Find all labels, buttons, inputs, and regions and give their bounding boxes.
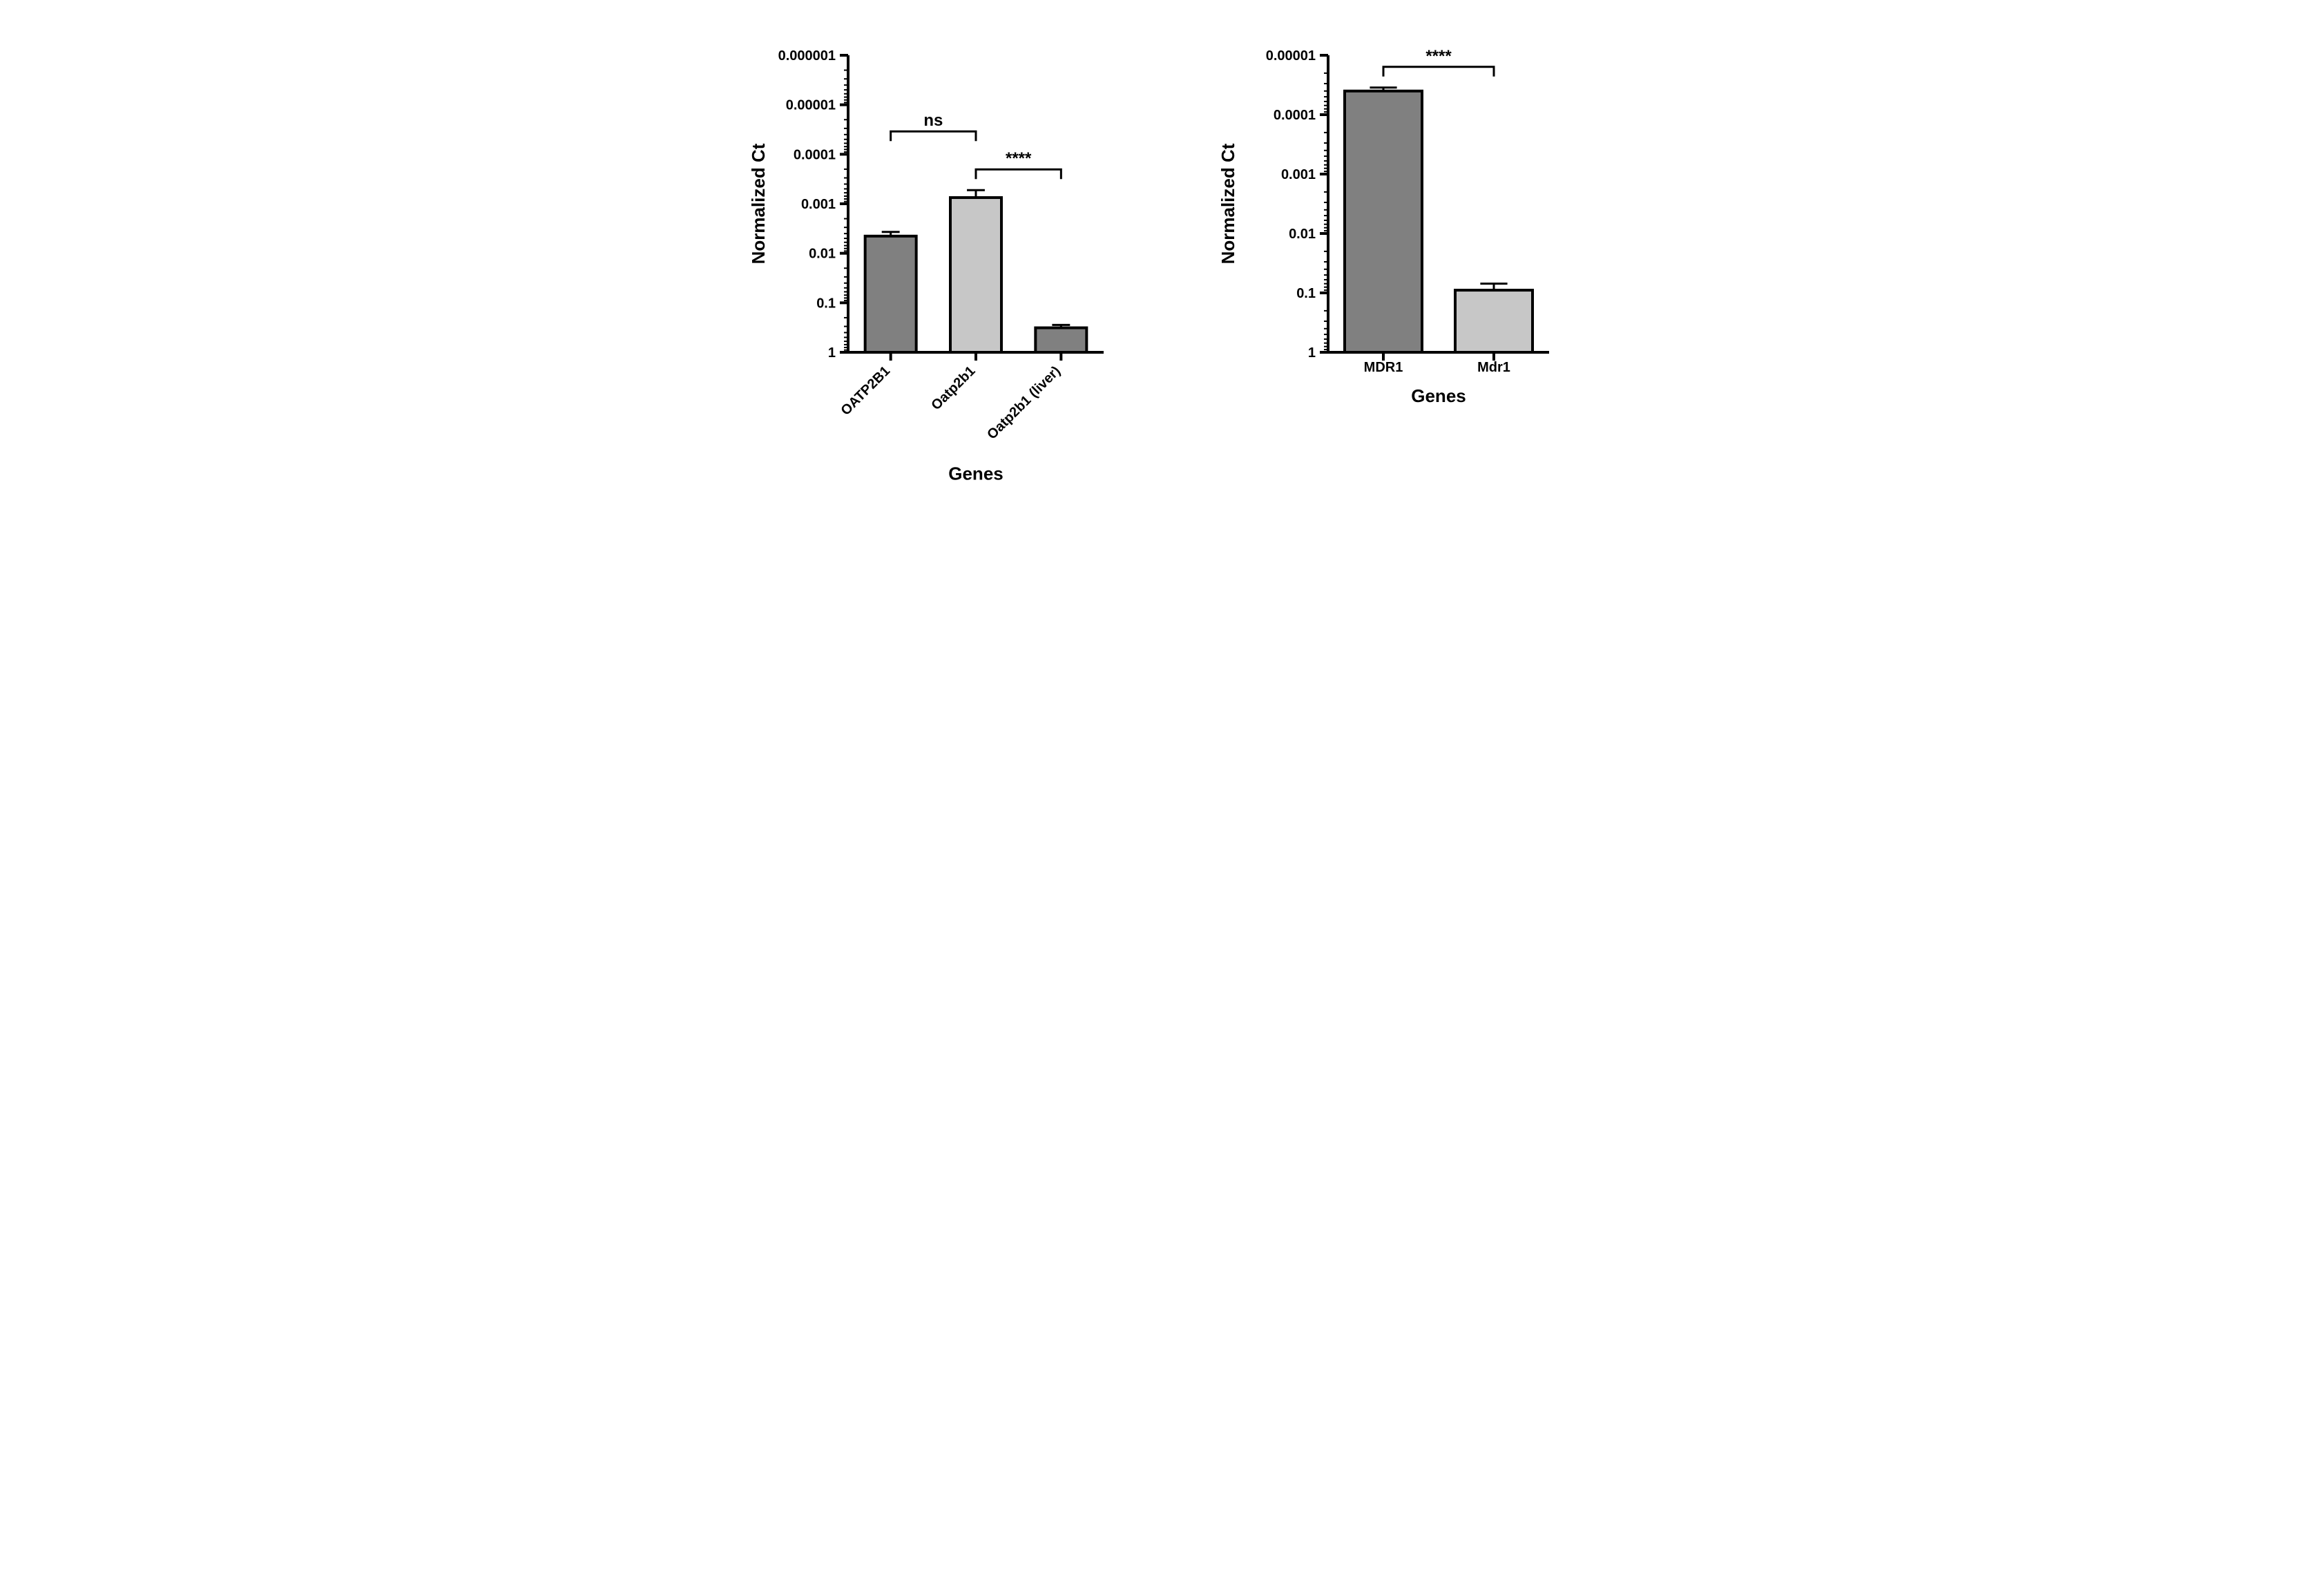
- ytick-label: 1: [1307, 345, 1315, 361]
- bar: [865, 236, 916, 352]
- left-panel: 0.000001 0.00001 0.0001 0.001 0.01 0.1 1OATP2B…: [748, 28, 1135, 511]
- significance-label: ****: [1425, 47, 1452, 66]
- significance-label: ns: [923, 111, 943, 130]
- x-axis-title: Genes: [948, 464, 1003, 484]
- figure: 0.0000010.000010.00010.0010.010.11OATP2B…: [28, 28, 2296, 511]
- ytick-label: 0.001: [1280, 167, 1315, 182]
- bar: [1345, 91, 1422, 352]
- ytick-label: 0.000001: [778, 48, 835, 64]
- ytick-label: 0.1: [816, 296, 836, 311]
- xtick-label: Oatp2b1 (liver): [984, 363, 1064, 443]
- xtick-label: Mdr1: [1477, 360, 1510, 375]
- ytick-label: 0.1: [1296, 286, 1316, 301]
- x-axis-title: Genes: [1411, 385, 1466, 406]
- ytick-label: 0.00001: [1265, 48, 1315, 64]
- right-chart: 0.00001 0.0001 0.001 0.01 0.1 1 MDR1 Mdr1 Genes N…: [1218, 28, 1577, 456]
- xtick-label: MDR1: [1363, 360, 1403, 375]
- xtick-label: OATP2B1: [838, 363, 893, 419]
- right-panel: 0.00001 0.0001 0.001 0.01 0.1 1 MDR1 Mdr1 Genes N…: [1218, 28, 1577, 456]
- ytick-label: 0.01: [1289, 227, 1316, 242]
- ytick-label: 0.01: [809, 247, 836, 262]
- xtick-label: Oatp2b1: [928, 363, 978, 413]
- ytick-label: 0.0001: [793, 147, 835, 162]
- ytick-label: 0.00001: [785, 98, 835, 113]
- significance-label: ****: [1005, 149, 1031, 168]
- bar: [1455, 290, 1533, 352]
- left-chart: 0.000001 0.00001 0.0001 0.001 0.01 0.1 1OATP2B…: [748, 28, 1135, 511]
- bar: [1035, 328, 1086, 352]
- ytick-label: 1: [827, 345, 835, 361]
- bar: [950, 198, 1001, 352]
- ytick-label: 0.001: [800, 197, 835, 212]
- ytick-label: 0.0001: [1273, 108, 1315, 123]
- y-axis-title: Normalized Ct: [748, 143, 769, 264]
- y-axis-title: Normalized Ct: [1218, 143, 1238, 264]
